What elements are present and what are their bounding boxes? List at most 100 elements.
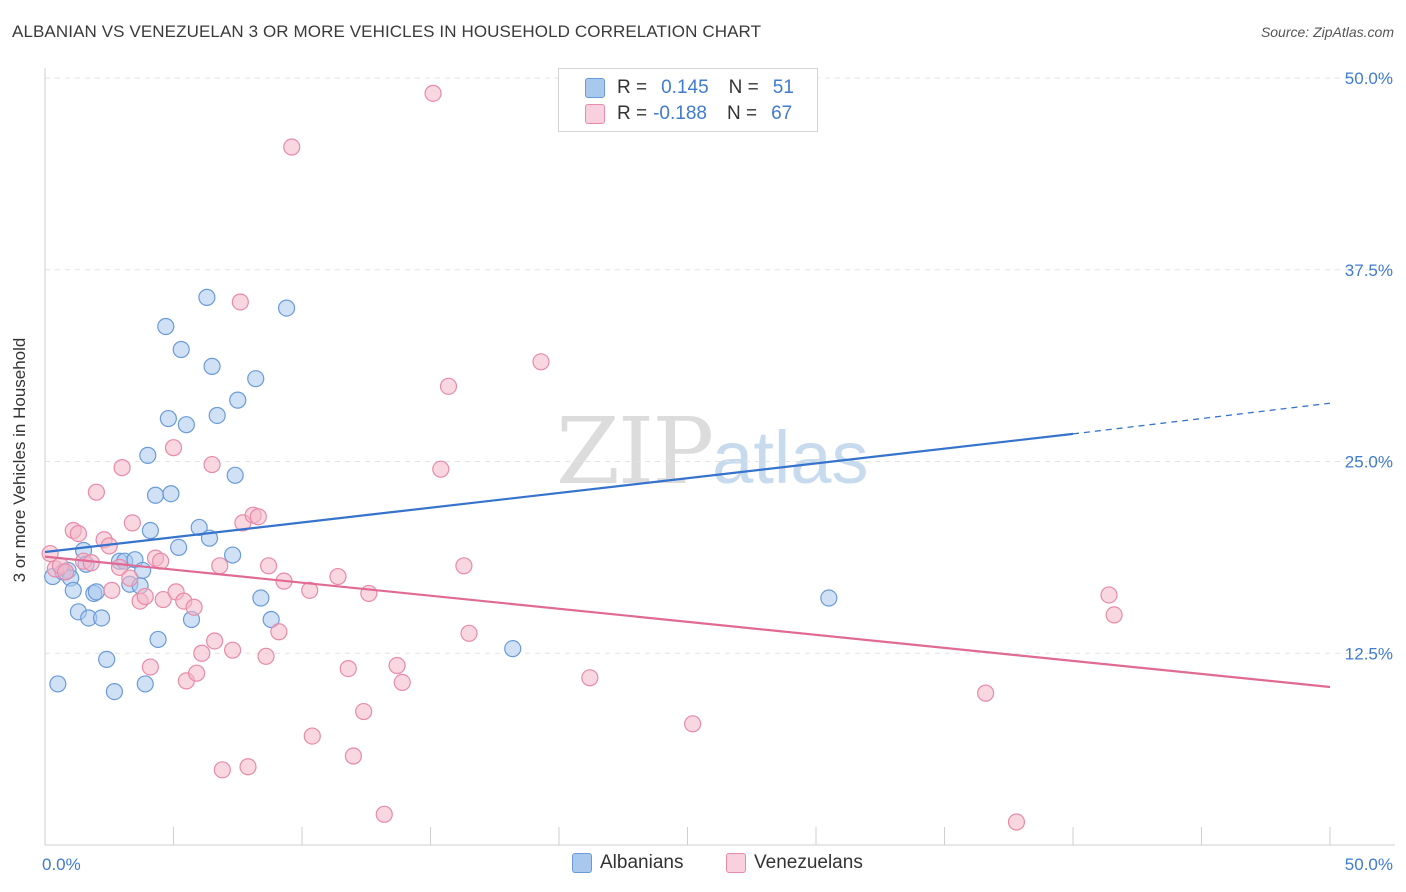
watermark-atlas: atlas <box>712 416 869 499</box>
venezuelan-point <box>355 702 373 721</box>
legend-r-value: -0.188 <box>653 103 707 124</box>
legend-n-value: 51 <box>772 77 794 98</box>
venezuelan-point <box>329 567 347 586</box>
venezuelan-point <box>283 138 301 156</box>
venezuelan-point <box>424 84 442 102</box>
albanian-point <box>224 546 242 564</box>
venezuelan-point <box>103 581 121 599</box>
venezuelan-point <box>164 439 183 457</box>
albanian-point <box>504 640 522 658</box>
albanian-point <box>105 682 123 701</box>
venezuelan-point <box>193 644 211 662</box>
venezuelan-point <box>432 460 450 478</box>
albanian-point <box>177 416 195 434</box>
venezuelan-point <box>393 673 411 691</box>
albanian-point <box>190 518 208 537</box>
watermark: ZIPatlas <box>556 398 868 505</box>
trend-lines <box>44 402 1331 689</box>
watermark-zip: ZIP <box>556 398 714 505</box>
legend-row-venezuelans: R = -0.188 N = 67 <box>585 103 792 125</box>
albanians-swatch <box>572 853 592 873</box>
venezuelan-point <box>123 514 141 532</box>
tick-labels: 12.5% 25.0% 37.5% 50.0% 0.0% 50.0% <box>42 69 1393 874</box>
venezuelan-point <box>69 524 88 543</box>
gridlines <box>45 77 1395 654</box>
albanian-point <box>141 521 159 540</box>
y-tick-label: 37.5% <box>1345 261 1393 280</box>
bottom-legend-albanians: Albanians <box>572 852 683 874</box>
albanian-trend-extension <box>1072 402 1331 435</box>
venezuelans-swatch <box>726 853 746 873</box>
legend-n-label: N = <box>728 77 759 98</box>
y-tick-label: 25.0% <box>1345 453 1393 472</box>
x-tick-label: 50.0% <box>1345 855 1393 874</box>
albanian-trend-line <box>44 432 1074 554</box>
venezuelan-point <box>113 459 131 477</box>
venezuelan-point <box>388 656 406 675</box>
albanian-point <box>49 675 67 693</box>
venezuelan-point <box>257 647 275 665</box>
legend-row-albanians: R = 0.145 N = 51 <box>585 77 794 99</box>
venezuelan-point <box>87 483 106 501</box>
albanian-point <box>820 589 838 607</box>
chart-title: ALBANIAN VS VENEZUELAN 3 OR MORE VEHICLE… <box>12 22 762 41</box>
albanian-point <box>252 589 270 607</box>
albanian-point <box>162 485 180 503</box>
legend-r-value: 0.145 <box>661 77 709 98</box>
albanians-label: Albanians <box>600 852 684 873</box>
venezuelan-point <box>339 659 357 678</box>
venezuelan-point <box>188 664 206 682</box>
albanian-point <box>262 610 280 629</box>
venezuelan-point <box>460 624 478 642</box>
legend-r-label: R = <box>617 77 648 98</box>
venezuelan-point <box>203 455 221 474</box>
albanian-point <box>203 357 221 375</box>
venezuelan-point <box>684 715 702 733</box>
venezuelan-point <box>581 669 599 687</box>
y-tick-label: 12.5% <box>1345 644 1393 663</box>
albanian-point <box>172 340 190 359</box>
legend-swatch-albanians <box>585 78 605 98</box>
venezuelan-point <box>301 581 319 599</box>
albanian-point <box>149 630 167 649</box>
venezuelan-point <box>1105 606 1123 624</box>
venezuelan-point <box>231 293 249 311</box>
y-axis-label: 3 or more Vehicles in Household <box>10 337 29 583</box>
venezuelan-point <box>185 598 203 616</box>
x-tick-label: 0.0% <box>42 855 81 874</box>
axes <box>44 68 1395 846</box>
albanian-point <box>226 466 244 484</box>
albanian-point <box>92 609 111 627</box>
venezuelan-point <box>1007 813 1026 831</box>
albanian-point <box>277 299 296 317</box>
albanian-point <box>198 288 216 306</box>
legend-r-label: R = <box>617 103 648 124</box>
albanian-point <box>247 370 265 388</box>
venezuelans-label: Venezuelans <box>754 852 863 873</box>
venezuelan-point <box>239 758 257 776</box>
venezuelan-point <box>224 641 242 659</box>
albanian-point <box>170 538 188 557</box>
venezuelan-point <box>213 761 231 779</box>
venezuelan-point <box>270 623 288 641</box>
legend-n-label: N = <box>726 103 758 124</box>
venezuelan-point <box>206 632 224 650</box>
venezuelan-point <box>344 747 362 765</box>
venezuelan-point <box>121 569 139 587</box>
albanian-point <box>229 391 247 409</box>
venezuelan-point <box>259 557 278 575</box>
venezuelan-point <box>249 508 267 526</box>
bottom-legend-venezuelans: Venezuelans <box>726 852 863 874</box>
albanian-point <box>87 583 106 601</box>
venezuelan-point <box>439 377 458 395</box>
albanian-point <box>139 446 157 464</box>
albanian-point <box>208 406 226 425</box>
albanian-point <box>98 650 116 668</box>
venezuelan-point <box>154 590 172 609</box>
albanian-point <box>146 486 165 504</box>
legend-n-value: 67 <box>771 103 793 124</box>
venezuelan-point <box>303 727 321 745</box>
venezuelan-point <box>56 563 75 581</box>
data-points <box>41 84 1123 831</box>
